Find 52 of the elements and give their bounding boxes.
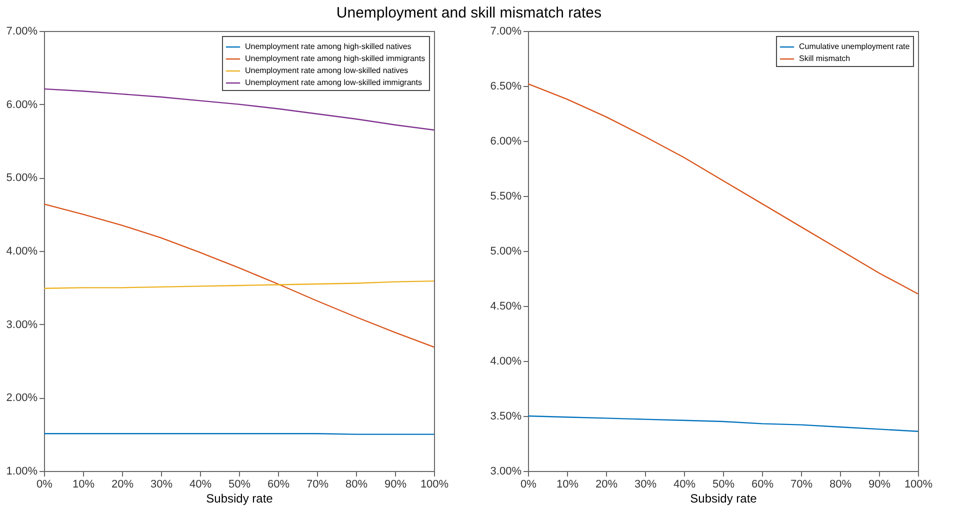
legend-label: Skill mismatch: [799, 54, 850, 63]
x-tick-label: 20%: [111, 478, 134, 490]
x-tick-label: 20%: [595, 478, 618, 490]
x-tick-label: 30%: [150, 478, 173, 490]
legend-label: Unemployment rate among low-skilled immigrants: [245, 78, 422, 87]
y-tick-label: 5.50%: [490, 190, 522, 202]
x-tick-label: 100%: [904, 478, 933, 490]
y-tick-label: 3.50%: [490, 410, 522, 422]
y-tick-label: 5.00%: [490, 246, 522, 258]
text: Unemployment and skill mismatch rates: [336, 4, 602, 22]
y-tick-label: 4.50%: [490, 300, 522, 312]
y-tick-label: 1.00%: [6, 466, 38, 478]
x-tick-label: 0%: [520, 478, 537, 490]
y-tick-label: 3.00%: [490, 466, 522, 478]
y-tick-label: 6.00%: [6, 98, 38, 111]
line-series: [527, 415, 919, 432]
legend-label: Unemployment rate among high-skilled immigrants: [245, 54, 426, 63]
x-axis-title: Subsidy rate: [690, 492, 758, 506]
x-tick-label: 50%: [712, 478, 735, 490]
x-tick-label: 0%: [36, 478, 53, 490]
x-tick-label: 90%: [384, 478, 407, 490]
x-tick-label: 10%: [72, 478, 95, 490]
line-series: [527, 83, 919, 294]
x-tick-label: 50%: [228, 478, 251, 490]
x-tick-label: 60%: [751, 478, 774, 490]
x-tick-label: 60%: [267, 478, 290, 490]
y-tick-label: 7.00%: [490, 26, 522, 38]
y-tick-label: 4.00%: [6, 246, 38, 258]
legend-label: Unemployment rate among high-skilled natives: [245, 42, 412, 51]
line-series: [43, 88, 435, 131]
y-tick-label: 4.00%: [490, 356, 522, 368]
line-series: [43, 203, 435, 348]
y-tick-label: 3.00%: [6, 318, 38, 331]
legend-label: Unemployment rate among low-skilled natives: [245, 66, 408, 75]
x-tick-label: 70%: [790, 478, 813, 490]
y-tick-label: 7.00%: [6, 26, 38, 38]
y-tick-label: 6.50%: [490, 80, 522, 92]
x-tick-label: 40%: [673, 478, 696, 490]
x-tick-label: 90%: [868, 478, 891, 490]
line-series: [43, 280, 435, 289]
x-tick-label: 80%: [829, 478, 852, 490]
x-tick-label: 80%: [345, 478, 368, 490]
y-tick-label: 2.00%: [6, 392, 38, 404]
x-tick-label: 10%: [556, 478, 579, 490]
y-tick-label: 5.00%: [6, 172, 38, 184]
x-tick-label: 30%: [634, 478, 657, 490]
legend-label: Cumulative unemployment rate: [799, 42, 910, 51]
x-axis-title: Subsidy rate: [206, 492, 274, 506]
y-tick-label: 6.00%: [490, 136, 522, 148]
x-tick-label: 70%: [306, 478, 329, 490]
x-tick-label: 40%: [189, 478, 212, 490]
x-tick-label: 100%: [420, 478, 449, 490]
